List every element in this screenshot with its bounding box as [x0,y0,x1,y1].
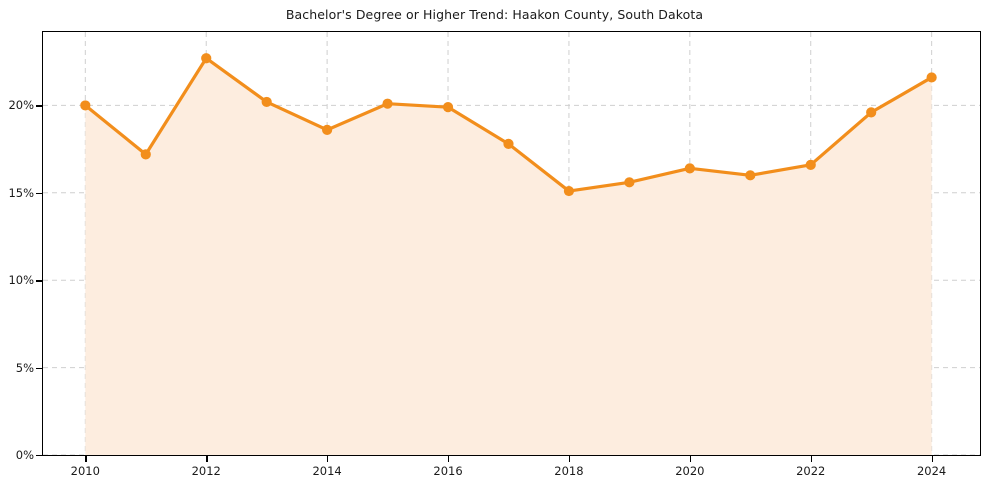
data-point-2011 [140,149,151,160]
x-tick-mark-2020 [689,456,692,462]
data-point-2020 [684,163,695,174]
y-tick-mark-10 [36,280,42,282]
data-point-2019 [624,177,635,188]
x-tick-label-2020: 2020 [675,464,705,478]
data-point-2015 [382,98,393,109]
y-tick-label-0: 0% [15,448,34,462]
x-tick-label-2022: 2022 [796,464,826,478]
x-tick-label-2014: 2014 [312,464,342,478]
data-point-2018 [563,185,575,197]
y-tick-mark-5 [36,367,42,369]
y-tick-label-5: 5% [15,360,34,375]
area-fill [85,58,932,455]
data-point-2010 [80,100,91,111]
x-tick-mark-2012 [206,456,208,462]
data-point-2017 [503,138,514,149]
x-tick-label-2012: 2012 [191,464,221,478]
x-tick-mark-2014 [327,456,329,462]
x-tick-label-2018: 2018 [554,464,584,478]
data-point-2014 [322,124,333,135]
y-tick-mark-0 [36,455,42,457]
x-tick-label-2016: 2016 [433,464,463,478]
y-tick-label-10: 10% [8,273,34,288]
data-point-2023 [866,107,877,118]
line-area-series [43,32,980,455]
data-point-markers [80,53,937,197]
x-tick-label-2010: 2010 [70,464,100,478]
x-tick-mark-2022 [810,456,813,462]
plot-area [42,31,981,456]
chart-title: Bachelor's Degree or Higher Trend: Haako… [285,7,704,22]
data-point-2024 [926,72,937,83]
x-tick-label-2024: 2024 [916,464,947,478]
data-point-2013 [261,96,272,108]
data-point-2021 [745,170,756,181]
data-point-2012 [201,53,212,64]
x-tick-mark-2018 [568,456,571,462]
data-point-2022 [805,159,816,170]
data-point-2016 [442,102,454,113]
x-tick-mark-2010 [85,456,87,462]
y-tick-label-15: 15% [8,185,34,200]
y-tick-mark-20 [36,105,42,107]
x-tick-mark-2016 [448,456,450,462]
y-tick-label-20: 20% [8,98,34,113]
x-tick-mark-2024 [931,456,933,462]
y-tick-mark-15 [36,192,42,195]
